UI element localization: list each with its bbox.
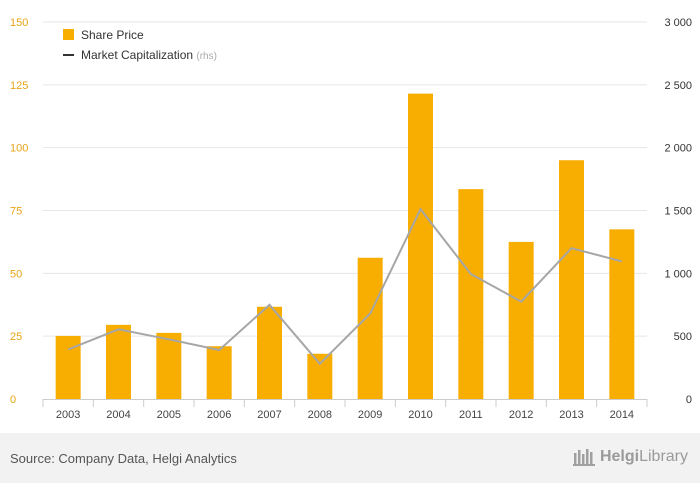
source-note: Source: Company Data, Helgi Analytics — [10, 451, 237, 466]
x-tick-label: 2005 — [157, 409, 181, 421]
left-tick-label: 125 — [10, 80, 28, 92]
left-tick-label: 75 — [10, 206, 22, 218]
bar-share-price — [408, 93, 433, 399]
bar-share-price — [609, 229, 635, 399]
library-icon — [572, 449, 595, 466]
right-tick-label: 1 000 — [664, 268, 692, 280]
bar-share-price — [559, 160, 584, 399]
x-tick-label: 2003 — [56, 409, 80, 421]
bar-share-price — [156, 332, 182, 399]
bar-share-price — [458, 189, 484, 399]
chart: 0 0 25 500 50 1 000 75 1 500 100 2 000 125 2 500 150… — [10, 17, 692, 421]
right-tick-label: 2 500 — [664, 80, 692, 92]
x-tick-label: 2011 — [459, 409, 483, 421]
x-tick-label: 2006 — [207, 409, 231, 421]
x-tick-label: 2004 — [106, 409, 130, 421]
left-tick-label: 50 — [10, 268, 22, 280]
bar-share-price — [357, 257, 383, 399]
bar-share-price — [508, 241, 534, 399]
legend-label-share-price: Share Price — [81, 28, 144, 42]
left-tick-label: 0 — [10, 394, 16, 406]
legend-swatch-share-price — [63, 29, 74, 40]
bar-share-price — [106, 324, 131, 399]
right-tick-label: 3 000 — [664, 17, 692, 29]
x-tick-label: 2010 — [408, 409, 432, 421]
x-tick-label: 2008 — [308, 409, 332, 421]
x-tick-label: 2009 — [358, 409, 382, 421]
left-tick-label: 100 — [10, 143, 28, 155]
x-tick-label: 2012 — [509, 409, 533, 421]
right-tick-label: 500 — [674, 331, 692, 343]
footer: Source: Company Data, Helgi Analytics He… — [0, 433, 700, 483]
right-tick-label: 0 — [686, 394, 692, 406]
bar-share-price — [307, 353, 333, 399]
line-market-capitalization — [67, 207, 623, 366]
left-tick-label: 25 — [10, 331, 22, 343]
right-tick-label: 1 500 — [664, 206, 692, 218]
x-tick-label: 2013 — [559, 409, 583, 421]
legend-label-market-cap: Market Capitalization (rhs) — [81, 48, 217, 62]
legend-rhs-note: (rhs) — [196, 51, 217, 62]
helgi-library-logo[interactable]: Helgi Library — [572, 448, 688, 466]
right-tick-label: 2 000 — [664, 143, 692, 155]
bar-share-price — [257, 306, 282, 399]
bar-share-price — [206, 346, 232, 399]
left-tick-label: 150 — [10, 17, 28, 29]
x-tick-label: 2014 — [610, 409, 634, 421]
x-tick-label: 2007 — [257, 409, 281, 421]
